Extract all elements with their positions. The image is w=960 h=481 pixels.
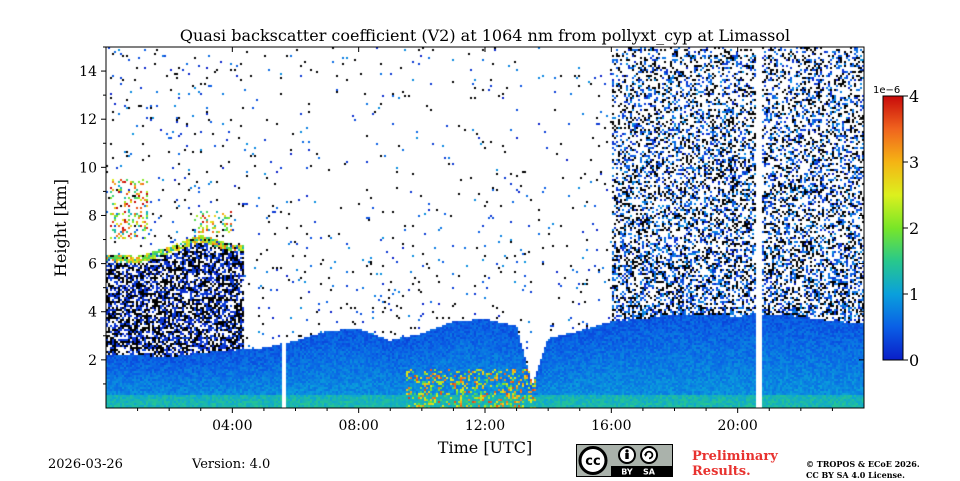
- x-axis: 04:00 08:00 12:00 16:00 20:00: [137, 47, 833, 434]
- cc-license-badge: cc BY SA: [576, 444, 673, 477]
- heatmap-image: [106, 47, 864, 408]
- y-axis-label: Height [km]: [51, 179, 70, 277]
- cc-sa-label: SA: [643, 468, 656, 477]
- colorbar-tick-label: 0: [909, 351, 919, 370]
- colorbar-tick-label: 4: [909, 87, 919, 106]
- preliminary-results-note: Preliminary Results.: [692, 449, 778, 479]
- heatmap-layer: [106, 47, 864, 408]
- x-tick-label: 04:00: [212, 418, 252, 434]
- chart-title: Quasi backscatter coefficient (V2) at 10…: [180, 26, 790, 45]
- copyright-line-1: © TROPOS & ECoE 2026.: [806, 459, 920, 469]
- preliminary-line-1: Preliminary: [692, 449, 778, 464]
- y-tick-label: 8: [88, 208, 97, 224]
- y-tick-label: 12: [79, 112, 97, 128]
- x-tick-label: 20:00: [717, 418, 757, 434]
- colorbar-gradient: [882, 95, 904, 361]
- cc-by-label: BY: [621, 468, 633, 477]
- preliminary-line-2: Results.: [692, 464, 751, 479]
- x-tick-label: 12:00: [465, 418, 505, 434]
- sa-icon: [640, 446, 658, 464]
- x-axis-label: Time [UTC]: [438, 438, 532, 457]
- y-axis: 2 4 6 8 10 12 14: [79, 46, 864, 385]
- x-tick-label: 16:00: [591, 418, 631, 434]
- svg-text:cc: cc: [585, 454, 600, 469]
- colorbar-tick-label: 1: [909, 285, 919, 304]
- footer-date: 2026-03-26: [48, 457, 123, 472]
- colorbar-tick-label: 2: [909, 219, 919, 238]
- y-tick-label: 14: [79, 64, 97, 80]
- y-tick-label: 2: [88, 353, 97, 369]
- copyright-line-2: CC BY SA 4.0 License.: [806, 470, 905, 480]
- colorbar-scale-label: 1e−6: [873, 85, 900, 96]
- y-tick-label: 6: [88, 257, 97, 273]
- copyright-note: © TROPOS & ECoE 2026. CC BY SA 4.0 Licen…: [806, 459, 920, 481]
- x-tick-label: 08:00: [338, 418, 378, 434]
- footer-version: Version: 4.0: [192, 457, 271, 472]
- colorbar-tick-label: 3: [909, 153, 919, 172]
- colorbar: 1e−6 0 1 2 3 4: [873, 85, 919, 370]
- by-icon: [618, 446, 636, 464]
- y-tick-label: 4: [88, 305, 97, 321]
- cc-icon: cc: [578, 446, 608, 475]
- y-tick-label: 10: [79, 160, 97, 176]
